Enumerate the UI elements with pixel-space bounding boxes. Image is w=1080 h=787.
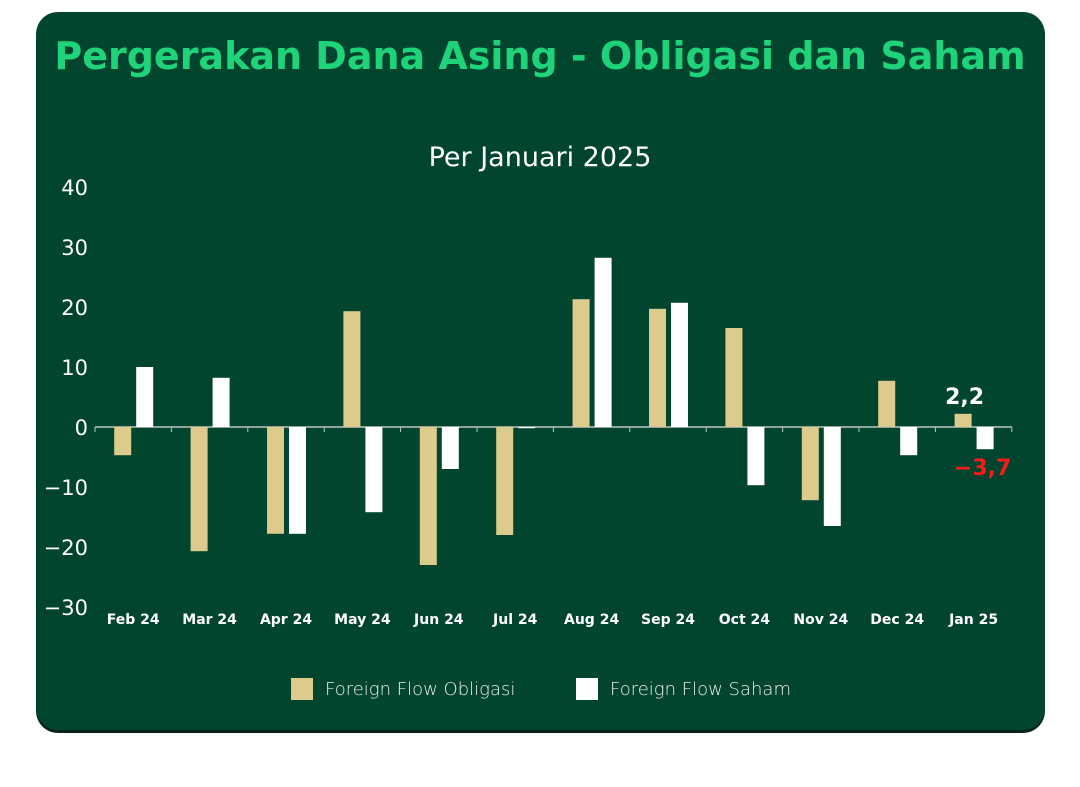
bar-obligasi <box>649 308 666 427</box>
x-tick-label: Sep 24 <box>641 612 695 628</box>
y-tick-label: 20 <box>61 296 88 320</box>
bar-saham <box>518 427 536 429</box>
bar-saham <box>594 257 612 427</box>
bar-obligasi <box>267 427 284 534</box>
legend-swatch-obligasi <box>291 678 313 700</box>
legend-item-saham: Foreign Flow Saham <box>576 678 791 700</box>
x-tick-label: Jun 24 <box>413 612 464 628</box>
y-tick-label: 0 <box>75 416 88 440</box>
x-tick-label: Aug 24 <box>564 612 619 628</box>
chart-subtitle: Per Januari 2025 <box>428 142 652 173</box>
x-tick-label: Oct 24 <box>719 612 771 628</box>
x-tick-label: Nov 24 <box>793 612 848 628</box>
y-tick-label: 10 <box>61 356 88 380</box>
bar-saham <box>671 302 688 427</box>
bar-saham <box>747 427 765 486</box>
bar-saham <box>976 427 994 450</box>
data-label-saham-jan25: −3,7 <box>954 456 1011 481</box>
y-tick-label: −30 <box>44 596 88 620</box>
bar-obligasi <box>343 311 361 427</box>
chart-title: Pergerakan Dana Asing - Obligasi dan Sah… <box>54 34 1026 78</box>
legend-label-obligasi: Foreign Flow Obligasi <box>325 678 516 700</box>
x-tick-label: Jul 24 <box>492 612 538 628</box>
bar-obligasi <box>878 380 896 427</box>
bar-obligasi <box>801 427 819 501</box>
bar-obligasi <box>496 427 514 535</box>
bar-obligasi <box>954 413 972 427</box>
x-tick-label: Apr 24 <box>260 612 312 628</box>
bar-saham <box>900 427 918 456</box>
y-tick-label: 30 <box>61 236 88 260</box>
y-tick-label: 40 <box>61 176 88 200</box>
bar-obligasi <box>572 299 590 427</box>
bar-saham <box>289 427 306 534</box>
y-tick-label: −20 <box>44 536 88 560</box>
legend-label-saham: Foreign Flow Saham <box>610 678 791 700</box>
bar-saham <box>136 367 154 427</box>
data-label-obligasi-jan25: 2,2 <box>945 385 984 410</box>
bar-obligasi <box>114 427 132 456</box>
x-tick-label: May 24 <box>334 612 391 628</box>
chart-card <box>36 12 1045 730</box>
bar-obligasi <box>419 427 437 565</box>
bar-saham <box>212 377 230 427</box>
bar-saham <box>823 427 841 526</box>
bar-obligasi <box>190 427 208 552</box>
x-tick-label: Dec 24 <box>870 612 924 628</box>
bar-saham <box>365 427 383 513</box>
bar-obligasi <box>725 328 743 427</box>
legend-item-obligasi: Foreign Flow Obligasi <box>291 678 515 700</box>
x-tick-label: Jan 25 <box>948 612 998 628</box>
x-tick-label: Mar 24 <box>182 612 237 628</box>
bar-saham <box>441 427 459 469</box>
legend-swatch-saham <box>576 678 598 700</box>
x-tick-label: Feb 24 <box>107 612 160 628</box>
y-tick-label: −10 <box>44 476 88 500</box>
